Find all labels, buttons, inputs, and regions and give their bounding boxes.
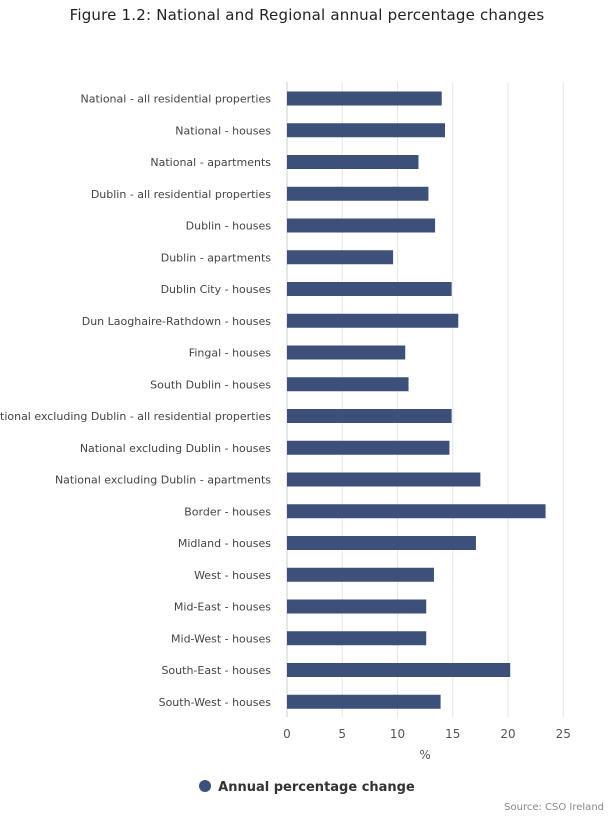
bar (287, 345, 406, 360)
source-note: Source: CSO Ireland (504, 802, 604, 813)
category-label: West - houses (194, 569, 271, 582)
category-label: National - apartments (150, 156, 271, 169)
bar (287, 631, 427, 646)
category-label: South-East - houses (161, 664, 271, 677)
bar (287, 123, 446, 138)
bar (287, 282, 452, 296)
bar (287, 599, 427, 614)
bar (287, 472, 481, 487)
chart-title: Figure 1.2: National and Regional annual… (69, 6, 545, 24)
x-tick-label: 10 (390, 727, 405, 741)
x-tick-label: 5 (338, 727, 346, 741)
bar (287, 694, 441, 709)
bar (287, 536, 476, 550)
x-tick-label: 0 (283, 727, 291, 741)
category-label: Mid-West - houses (171, 632, 271, 645)
category-label: National excluding Dublin - all resident… (0, 410, 271, 423)
bar (287, 567, 434, 582)
category-label: Fingal - houses (189, 347, 271, 360)
legend[interactable]: Annual percentage change (0, 780, 614, 795)
bar (287, 250, 394, 265)
category-label: Midland - houses (178, 537, 271, 550)
bar (287, 440, 450, 455)
category-label: Border - houses (184, 505, 271, 518)
bar (287, 218, 436, 233)
category-label: Dublin City - houses (161, 283, 272, 296)
legend-label: Annual percentage change (218, 780, 415, 795)
bar (287, 186, 429, 201)
category-label: Mid-East - houses (174, 601, 271, 614)
bar (287, 91, 442, 106)
category-label: National excluding Dublin - apartments (55, 474, 271, 487)
category-label: South Dublin - houses (150, 378, 271, 391)
bar (287, 663, 511, 677)
x-tick-label: 15 (445, 727, 460, 741)
category-label: Dun Laoghaire-Rathdown - houses (82, 315, 272, 328)
category-label: Dublin - houses (186, 220, 272, 233)
x-axis-title: % (419, 748, 430, 762)
category-label: National - houses (175, 124, 271, 137)
category-label: National - all residential properties (80, 93, 271, 106)
bar (287, 504, 546, 519)
bar (287, 155, 419, 169)
bar (287, 377, 409, 392)
bar (287, 409, 452, 423)
bar (287, 313, 459, 328)
category-label: Dublin - apartments (161, 251, 272, 264)
category-label: Dublin - all residential properties (91, 188, 271, 201)
legend-swatch-icon (199, 780, 212, 792)
category-label: National excluding Dublin - houses (80, 442, 271, 455)
x-tick-label: 20 (500, 727, 515, 741)
category-label: South-West - houses (159, 696, 272, 709)
x-tick-label: 25 (556, 727, 571, 741)
